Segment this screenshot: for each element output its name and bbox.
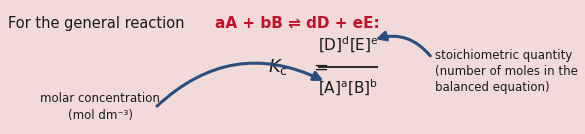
Text: aA + bB ⇌ dD + eE:: aA + bB ⇌ dD + eE: — [215, 16, 380, 31]
Text: $\mathregular{[D]^d[E]^e}$: $\mathregular{[D]^d[E]^e}$ — [318, 35, 378, 55]
Text: $\mathregular{[A]^a[B]^b}$: $\mathregular{[A]^a[B]^b}$ — [318, 78, 378, 98]
Text: (number of moles in the: (number of moles in the — [435, 66, 578, 79]
Text: molar concentration: molar concentration — [40, 92, 160, 105]
Text: (mol dm⁻³): (mol dm⁻³) — [67, 109, 132, 122]
Text: $K_\mathrm{c}$: $K_\mathrm{c}$ — [268, 57, 288, 77]
Text: balanced equation): balanced equation) — [435, 81, 550, 94]
Text: $=$: $=$ — [310, 58, 329, 76]
Text: For the general reaction: For the general reaction — [8, 16, 184, 31]
Text: stoichiometric quantity: stoichiometric quantity — [435, 49, 572, 62]
